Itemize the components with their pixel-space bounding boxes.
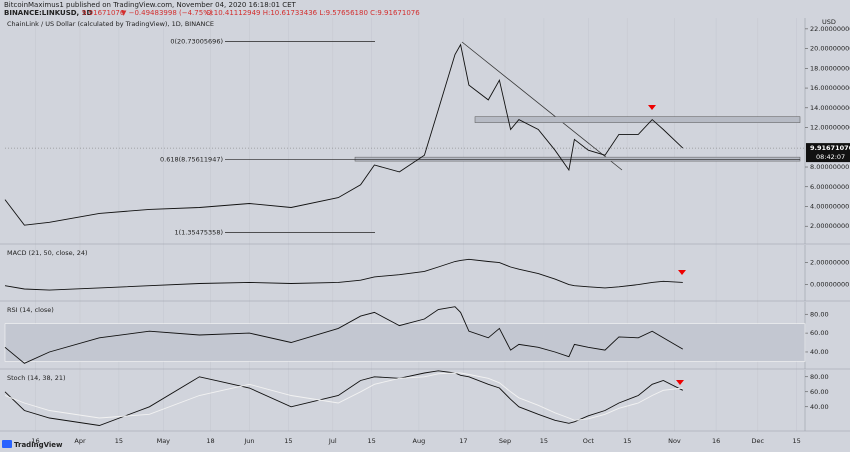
- y-tick-label: 80.00: [810, 373, 829, 381]
- brand: TradingView: [14, 441, 63, 449]
- y-tick-label: 20.00000000: [810, 45, 850, 53]
- x-tick-label: Nov: [668, 437, 681, 445]
- x-tick-label: 15: [623, 437, 631, 445]
- fib-label: 0.618(8.75611947): [160, 156, 223, 164]
- y-tick-label: 0.00000000: [810, 281, 849, 289]
- x-tick-label: 15: [368, 437, 376, 445]
- x-tick-label: 17: [459, 437, 467, 445]
- x-tick-label: 15: [540, 437, 548, 445]
- x-tick-label: 18: [206, 437, 214, 445]
- series-line: [4, 370, 684, 426]
- ohlc: O:10.41112949 H:10.61733436 L:9.57656180…: [206, 9, 420, 17]
- y-tick-label: 14.00000000: [810, 104, 850, 112]
- y-tick-label: 2.00000000: [810, 259, 849, 267]
- marker: [678, 270, 686, 275]
- zone: [354, 156, 801, 162]
- x-tick-label: 15: [115, 437, 123, 445]
- header-line: BitcoinMaximus1 published on TradingView…: [4, 1, 297, 9]
- series-line: [4, 43, 684, 226]
- x-tick-label: May: [157, 437, 171, 445]
- x-tick-label: 15: [284, 437, 292, 445]
- fib-label: 0(20.73005696): [170, 37, 223, 45]
- series-line: [4, 372, 683, 421]
- trend-line: [461, 41, 623, 171]
- series-line: [4, 306, 684, 364]
- x-tick-label: Aug: [413, 437, 426, 445]
- y-tick-label: 40.00: [810, 348, 829, 356]
- pane-title: MACD (21, 50, close, 24): [7, 249, 88, 257]
- y-tick-label: 18.00000000: [810, 64, 850, 72]
- zone: [474, 116, 801, 123]
- symbol: BINANCE:LINKUSD, 1D: [4, 9, 93, 17]
- price-tag: [806, 143, 850, 163]
- x-tick-label: Dec: [751, 437, 764, 445]
- x-tick-label: 15: [793, 437, 801, 445]
- y-tick-label: 4.00000000: [810, 202, 849, 210]
- countdown: 08:42:07: [816, 153, 845, 161]
- y-tick-label: 8.00000000: [810, 163, 849, 171]
- chart-title: ChainLink / US Dollar (calculated by Tra…: [7, 20, 214, 28]
- x-tick-label: Jun: [243, 437, 254, 445]
- band: [4, 323, 806, 362]
- last-price: 9.91671076: [810, 144, 850, 152]
- y-tick-label: 60.00: [810, 388, 829, 396]
- y-tick-label: 16.00000000: [810, 84, 850, 92]
- x-tick-label: Oct: [583, 437, 595, 445]
- series-line: [4, 258, 683, 291]
- x-tick-label: 16: [712, 437, 720, 445]
- marker: [648, 105, 656, 110]
- y-tick-label: 40.00: [810, 403, 829, 411]
- x-tick-label: Apr: [74, 437, 86, 445]
- y-tick-label: 22.00000000: [810, 25, 850, 33]
- pane-title: RSI (14, close): [7, 306, 54, 314]
- y-tick-label: 2.00000000: [810, 222, 849, 230]
- fib-label: 1(1.35475358): [175, 229, 224, 237]
- y-tick-label: 60.00: [810, 329, 829, 337]
- change: ▼ −0.49483998 (−4.75%): [121, 9, 213, 17]
- x-tick-label: Sep: [499, 437, 511, 445]
- y-unit: USD: [822, 18, 836, 26]
- logo: [2, 440, 12, 448]
- marker: [676, 380, 684, 385]
- x-tick-label: Jul: [328, 437, 337, 445]
- x-tick-label: 16: [31, 437, 39, 445]
- y-tick-label: 12.00000000: [810, 124, 850, 132]
- y-tick-label: 80.00: [810, 310, 829, 318]
- price: 9.91671076: [82, 9, 125, 17]
- pane-title: Stoch (14, 38, 21): [7, 374, 66, 382]
- y-tick-label: 6.00000000: [810, 183, 849, 191]
